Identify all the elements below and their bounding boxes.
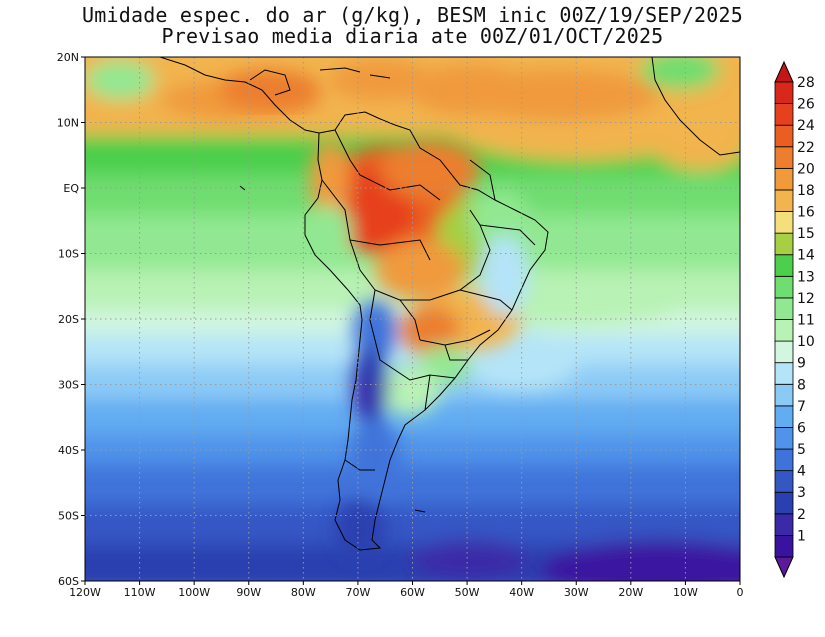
colorbar-label: 1 — [797, 528, 806, 544]
lat-tick-label: 10N — [57, 117, 79, 130]
colorbar-label: 7 — [797, 399, 806, 415]
lat-tick-label: EQ — [63, 182, 79, 195]
colorbar-label: 2 — [797, 507, 806, 523]
colorbar-swatch — [774, 405, 794, 428]
colorbar-label: 12 — [797, 291, 815, 307]
colorbar-swatch — [774, 513, 794, 536]
lat-tick-label: 60S — [58, 575, 79, 588]
colorbar-swatch — [774, 383, 794, 407]
colorbar-swatch — [774, 81, 794, 104]
colorbar-swatch — [774, 275, 794, 299]
colorbar-under-arrow — [774, 556, 794, 579]
colorbar-label: 8 — [797, 377, 806, 393]
lon-tick-label: 60W — [400, 586, 425, 599]
colorbar-swatch — [774, 319, 794, 342]
colorbar-label: 15 — [797, 226, 815, 242]
colorbar-swatch — [774, 297, 794, 320]
colorbar-label: 14 — [797, 248, 815, 264]
colorbar-label: 13 — [797, 269, 815, 285]
colorbar-swatch — [774, 254, 794, 277]
colorbar-label: 10 — [797, 334, 815, 350]
coastlines — [159, 57, 740, 551]
chart-title-line2: Previsao media diaria ate 00Z/01/OCT/202… — [161, 24, 664, 48]
colorbar-label: 5 — [797, 442, 806, 458]
latitude-axis: 20N 10N EQ 10S 20S 30S 40S 50S 60S — [57, 51, 85, 588]
colorbar-swatch — [774, 189, 794, 212]
lon-tick-label: 120W — [69, 586, 101, 599]
lon-tick-label: 40W — [509, 586, 534, 599]
colorbar-label: 28 — [797, 75, 815, 91]
lon-tick-label: 30W — [564, 586, 589, 599]
colorbar-swatch — [774, 535, 794, 558]
colorbar-label: 24 — [797, 118, 815, 134]
colorbar-over-arrow — [774, 60, 794, 83]
colorbar-label: 22 — [797, 140, 815, 156]
colorbar-label: 16 — [797, 205, 815, 221]
colorbar-label: 11 — [797, 313, 815, 329]
lon-tick-label: 0 — [737, 586, 744, 599]
lon-tick-label: 80W — [291, 586, 316, 599]
colorbar-swatch — [774, 470, 794, 493]
lat-tick-label: 10S — [58, 248, 79, 261]
colorbar-swatch — [774, 103, 794, 126]
colorbar-label: 20 — [797, 161, 815, 177]
lat-tick-label: 20N — [57, 51, 79, 64]
colorbar-label: 6 — [797, 420, 806, 436]
lat-tick-label: 50S — [58, 510, 79, 523]
lon-tick-label: 100W — [178, 586, 210, 599]
colorbar-swatch — [774, 448, 794, 472]
colorbar-swatch — [774, 491, 794, 515]
lat-tick-label: 40S — [58, 444, 79, 457]
longitude-axis: 120W 110W 100W 90W 80W 70W 60W 50W 40W 30W 20W 10W 0 — [69, 581, 744, 599]
lon-tick-label: 90W — [236, 586, 261, 599]
lon-tick-label: 110W — [124, 586, 156, 599]
colorbar-label: 9 — [797, 356, 806, 372]
colorbar-swatch — [774, 146, 794, 169]
colorbar-swatch — [774, 362, 794, 385]
lon-tick-label: 10W — [673, 586, 698, 599]
colorbar-label: 4 — [797, 464, 806, 480]
colorbar-swatch — [774, 124, 794, 148]
chart-title-line1: Umidade espec. do ar (g/kg), BESM inic 0… — [81, 3, 743, 27]
colorbar-swatch — [774, 427, 794, 450]
colorbar-swatch — [774, 232, 794, 256]
colorbar-swatch — [774, 340, 794, 364]
colorbar-label: 18 — [797, 183, 815, 199]
colorbar-swatch — [774, 211, 794, 234]
lat-tick-label: 20S — [58, 313, 79, 326]
lat-tick-label: 30S — [58, 379, 79, 392]
colorbar-swatch — [774, 167, 794, 191]
colorbar-label: 26 — [797, 97, 815, 113]
lon-tick-label: 20W — [618, 586, 643, 599]
lon-tick-label: 50W — [455, 586, 480, 599]
colorbar-label: 3 — [797, 485, 806, 501]
lat-lon-grid — [85, 57, 740, 581]
lon-tick-label: 70W — [345, 586, 370, 599]
